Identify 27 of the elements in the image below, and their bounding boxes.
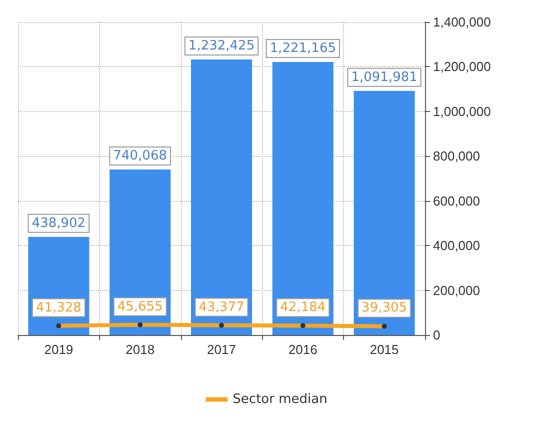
data-label: 39,305	[362, 300, 408, 316]
data-label: 438,902	[32, 216, 86, 231]
y-tick-label: 0	[433, 328, 440, 342]
y-tick-label: 200,000	[433, 282, 480, 298]
x-tick-label: 2015	[370, 342, 399, 357]
data-label: 1,232,425	[188, 38, 255, 54]
data-label: 1,221,165	[270, 40, 336, 56]
y-tick-label: 400,000	[433, 238, 480, 254]
y-tick-label: 1,000,000	[433, 104, 491, 119]
data-label: 43,377	[198, 300, 244, 315]
bar	[354, 90, 415, 335]
data-label: 41,328	[36, 300, 82, 316]
x-tick-label: 2016	[288, 342, 318, 357]
bar	[190, 59, 252, 335]
bar	[272, 62, 334, 335]
data-label: 1,091,981	[351, 70, 418, 85]
legend-label: Sector median	[232, 392, 328, 407]
data-label: 42,184	[280, 300, 326, 316]
y-tick-label: 1,200,000	[433, 59, 491, 74]
data-label: 740,068	[113, 148, 167, 164]
data-label: 45,655	[117, 299, 163, 314]
x-tick-label: 2017	[207, 342, 236, 357]
x-tick-label: 2018	[126, 342, 155, 357]
y-tick-label: 800,000	[433, 148, 480, 164]
y-tick-label: 600,000	[433, 193, 480, 208]
y-tick-label: 1,400,000	[433, 14, 491, 30]
x-tick-label: 2019	[44, 342, 74, 357]
